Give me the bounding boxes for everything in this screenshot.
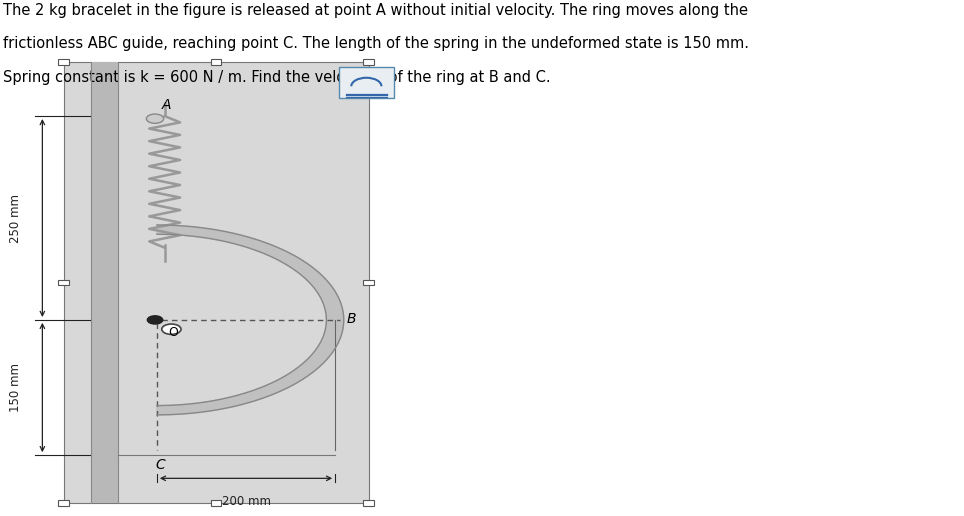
Text: A: A bbox=[162, 98, 172, 112]
Text: Spring constant is k = 600 N / m. Find the velocities of the ring at B and C.: Spring constant is k = 600 N / m. Find t… bbox=[3, 70, 550, 85]
Bar bbox=[58, 59, 68, 64]
Text: The 2 kg bracelet in the figure is released at point A without initial velocity.: The 2 kg bracelet in the figure is relea… bbox=[3, 3, 748, 18]
Bar bbox=[58, 280, 68, 285]
Text: O: O bbox=[169, 326, 178, 339]
Circle shape bbox=[162, 324, 181, 334]
Bar bbox=[92, 62, 119, 503]
Text: 200 mm: 200 mm bbox=[222, 495, 271, 508]
Text: frictionless ABC guide, reaching point C. The length of the spring in the undefo: frictionless ABC guide, reaching point C… bbox=[3, 36, 749, 51]
Circle shape bbox=[147, 316, 163, 324]
Polygon shape bbox=[157, 225, 344, 415]
Bar bbox=[58, 501, 68, 506]
Text: B: B bbox=[347, 312, 356, 326]
Bar bbox=[339, 67, 394, 98]
Text: 150 mm: 150 mm bbox=[9, 363, 22, 412]
Bar bbox=[363, 280, 374, 285]
Text: C: C bbox=[155, 458, 165, 472]
Bar bbox=[64, 62, 369, 503]
Text: 250 mm: 250 mm bbox=[9, 194, 22, 243]
Bar bbox=[211, 501, 222, 506]
Bar bbox=[363, 59, 374, 64]
Circle shape bbox=[147, 114, 164, 123]
Bar bbox=[211, 59, 222, 64]
Bar bbox=[363, 501, 374, 506]
